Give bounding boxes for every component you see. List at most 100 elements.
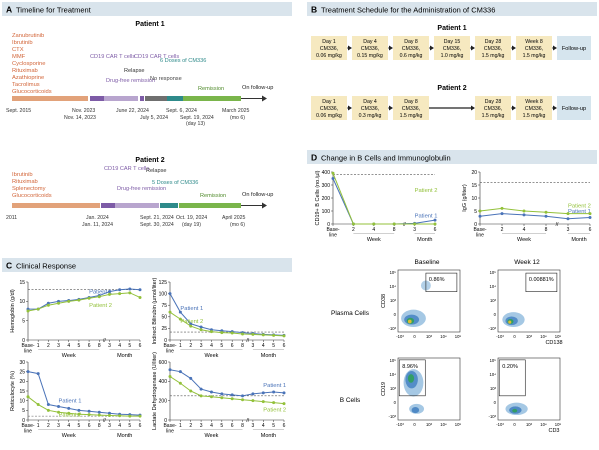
- data-point: [272, 401, 276, 405]
- data-point: [209, 390, 213, 394]
- data-point: [57, 410, 61, 414]
- flow-x-tick-label: 0: [413, 422, 416, 427]
- arrow-head-icon: [262, 202, 267, 209]
- y-tick-label: 5: [22, 318, 25, 324]
- series-line: [169, 369, 285, 397]
- schedule-day-label: Day 8: [404, 39, 418, 45]
- p2-cm336-bar: [160, 203, 178, 208]
- x-tick-label: 3: [200, 423, 203, 429]
- data-point: [97, 410, 101, 414]
- series-label: Patient 1: [263, 383, 286, 389]
- date-label: (day 19): [182, 222, 201, 228]
- flow-x-tick-label: 10⁴: [440, 334, 447, 339]
- event-label: 6 Doses of CM336: [160, 58, 206, 64]
- date-label: Sept. 30, 2024: [140, 222, 174, 228]
- x-tick-label: 4: [118, 343, 121, 349]
- y-tick-label: 25: [161, 326, 167, 332]
- date-label: Sept. 6, 2024: [166, 108, 197, 114]
- y-axis-label: Reticulocyte (%): [10, 371, 16, 411]
- x-axis-label-week: Week: [62, 433, 76, 439]
- y-tick-label: 100: [159, 291, 168, 297]
- schedule-drug-label: CM336,: [320, 46, 338, 52]
- data-point: [107, 292, 111, 296]
- schedule-day-box: [516, 96, 552, 120]
- axis-break-icon: //: [103, 338, 106, 344]
- schedule-dose-label: 0.6 mg/kg: [400, 53, 423, 59]
- data-point: [67, 411, 71, 415]
- flow-x-tick-label: 10⁵: [455, 422, 462, 427]
- data-point: [544, 214, 548, 218]
- y-axis-label: IgG (g/liter): [462, 184, 468, 212]
- data-point: [138, 295, 142, 299]
- series-label: Patient 1: [568, 209, 591, 215]
- y-tick-label: 0: [22, 338, 25, 344]
- flow-y-axis-label: CD19: [381, 382, 387, 396]
- x-tick-label: line: [329, 233, 337, 239]
- x-tick-label: 8: [393, 227, 396, 233]
- x-tick-label: 4: [523, 227, 526, 233]
- panel-a-patient2-heading: Patient 2: [135, 157, 164, 164]
- panel-a-p1-drugs: Zanubrutinib Ibrutinib CTX MMF Cyclospor…: [12, 33, 52, 95]
- flow-gate-percent: 0.20%: [502, 364, 518, 370]
- panel-a-p2-dates: 2011 Jan. 2024 Jan. 11, 2024 Sept. 21, 2…: [6, 215, 245, 228]
- schedule-day-box: [311, 96, 347, 120]
- data-point: [241, 332, 245, 336]
- data-point: [189, 376, 193, 380]
- data-point: [107, 290, 111, 294]
- flow-x-tick-label: 10³: [426, 422, 433, 427]
- flow-x-tick-label: -10³: [396, 422, 404, 427]
- flow-y-tick-label: 10⁵: [390, 270, 397, 275]
- flow-y-tick-label: 10⁴: [490, 372, 497, 377]
- x-axis-label-month: Month: [117, 353, 132, 359]
- x-tick-label: 3: [108, 343, 111, 349]
- y-tick-label: 5: [22, 408, 25, 414]
- data-point: [251, 332, 255, 336]
- y-tick-label: 600: [159, 360, 168, 366]
- x-tick-label: 6: [139, 423, 142, 429]
- series-label: Patient 2: [59, 412, 82, 418]
- arrow-head-icon: [348, 45, 352, 51]
- drug-label: CTX: [12, 47, 24, 53]
- arrow-head-icon: [389, 45, 393, 51]
- schedule-drug-label: CM336,: [361, 106, 379, 112]
- axis-break-icon: //: [103, 418, 106, 424]
- panel-b-title: Treatment Schedule for the Administratio…: [321, 6, 495, 15]
- event-label: Remission: [200, 193, 226, 199]
- flow-y-tick-label: 0: [494, 400, 497, 405]
- schedule-drug-label: CM336,: [484, 46, 502, 52]
- x-axis-label-month: Month: [117, 433, 132, 439]
- flow-density-blob: [407, 374, 415, 383]
- y-tick-label: 15: [471, 183, 477, 189]
- schedule-drug-label: CM336,: [361, 46, 379, 52]
- date-label: Sept. 2015: [6, 108, 31, 114]
- x-axis-label-month: Month: [571, 237, 586, 243]
- event-label: Drug-free remission: [106, 78, 155, 84]
- data-point: [26, 395, 30, 399]
- x-tick-label: 4: [67, 423, 70, 429]
- flow-col-week12: Week 12: [514, 259, 540, 266]
- panel-a-p2-event-labels: CD19 CAR T cells Drug-free remission Rel…: [104, 166, 273, 199]
- date-label: (day 13): [186, 121, 205, 127]
- y-tick-label: 15: [19, 280, 25, 286]
- date-label: 2011: [6, 215, 17, 221]
- x-axis-label-week: Week: [62, 353, 76, 359]
- p1-noresponse-bar: [145, 96, 167, 101]
- date-label: July 5, 2024: [140, 115, 168, 121]
- data-point: [168, 368, 172, 372]
- flow-x-tick-label: 10⁵: [555, 422, 562, 427]
- flow-x-tick-label: 0: [513, 422, 516, 427]
- data-point: [87, 409, 91, 413]
- panel-c-title: Clinical Response: [16, 262, 76, 271]
- schedule-day-box: [352, 96, 388, 120]
- flow-y-tick-label: 10⁵: [390, 358, 397, 363]
- schedule-drug-label: CM336,: [402, 46, 420, 52]
- event-label: CD19 CAR T cells: [90, 54, 135, 60]
- flow-x-tick-label: 0: [413, 334, 416, 339]
- p2-remission2-bar: [179, 203, 241, 208]
- panel-b: B Treatment Schedule for the Administrat…: [307, 2, 597, 120]
- x-tick-label: Base-: [163, 423, 176, 429]
- series-label: Patient 2: [568, 204, 591, 210]
- data-point: [241, 394, 245, 398]
- data-point: [46, 408, 50, 412]
